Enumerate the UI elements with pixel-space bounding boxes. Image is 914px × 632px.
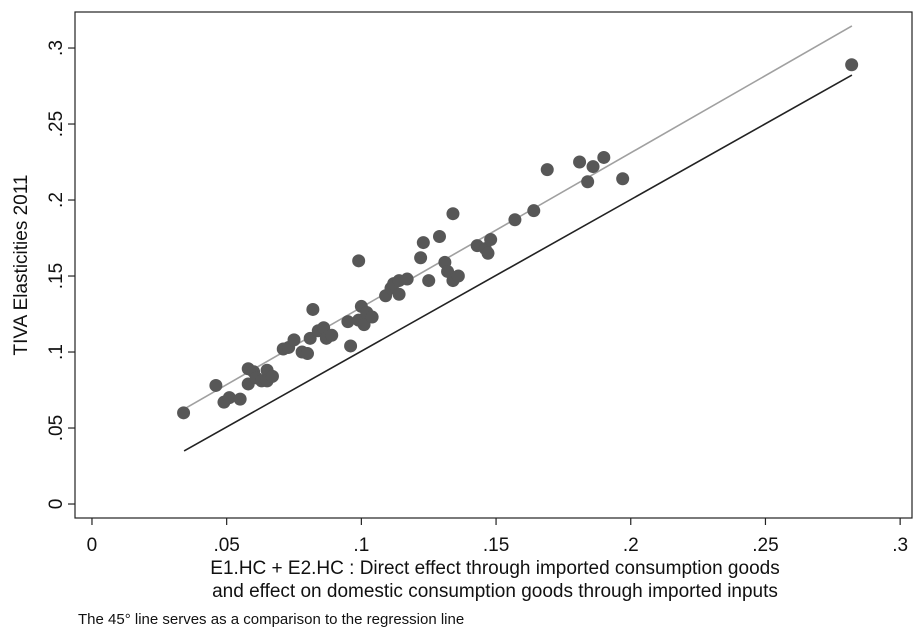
point [341, 315, 355, 329]
x-tick-label: 0 [87, 535, 98, 556]
point [581, 175, 595, 189]
y-tick-label: .1 [46, 344, 67, 360]
x-tick-label: .1 [353, 535, 369, 556]
point [306, 302, 320, 316]
point [484, 233, 498, 247]
point [344, 339, 358, 353]
point [209, 378, 223, 392]
point [416, 236, 430, 250]
point [365, 310, 379, 324]
point [265, 369, 279, 383]
point [414, 251, 428, 265]
y-tick-label: .15 [46, 263, 67, 289]
note: The 45° line serves as a comparison to t… [78, 611, 464, 628]
y-axis-title: TIVA Elasticities 2011 [11, 175, 32, 356]
point [540, 163, 554, 177]
x-tick-label: .2 [623, 535, 639, 556]
point [508, 213, 522, 227]
point [233, 392, 247, 406]
point [597, 150, 611, 164]
fit-line [183, 74, 853, 452]
plot-frame [74, 11, 913, 519]
y-tick-label: 0 [46, 499, 67, 510]
point [357, 318, 371, 332]
point [325, 328, 339, 342]
point [287, 333, 301, 347]
point [451, 269, 465, 283]
point [177, 406, 191, 420]
y-tick-label: .3 [46, 40, 67, 56]
point [400, 272, 414, 286]
point [446, 207, 460, 221]
y-tick-label: .25 [46, 111, 67, 137]
point [432, 230, 446, 244]
x-tick-label: .25 [752, 535, 778, 556]
y-tick-label: .05 [46, 415, 67, 441]
x-axis-title: E1.HC + E2.HC : Direct effect through im… [210, 558, 779, 579]
point [352, 254, 366, 268]
point [422, 274, 436, 288]
x-tick-label: .05 [213, 535, 239, 556]
point [392, 287, 406, 301]
y-tick-label: .2 [46, 192, 67, 208]
x-tick-label: .15 [483, 535, 509, 556]
point [616, 172, 630, 186]
x-tick-label: .3 [892, 535, 908, 556]
point [222, 391, 236, 405]
point [586, 160, 600, 174]
point [481, 246, 495, 260]
point [573, 155, 587, 169]
x-axis-title: and effect on domestic consumption goods… [212, 581, 778, 602]
point [317, 321, 331, 335]
point [303, 331, 317, 345]
point [845, 58, 859, 72]
point [527, 204, 541, 218]
point [300, 347, 314, 361]
